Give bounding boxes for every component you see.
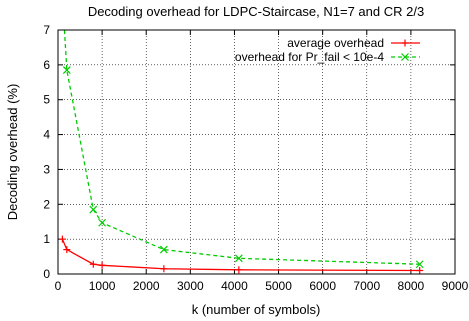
x-tick-label: 5000 (265, 279, 292, 293)
y-tick-label: 6 (43, 58, 50, 72)
x-tick-label: 1000 (89, 279, 116, 293)
legend-label-overhead-pr-fail: overhead for Pr_fail < 10e-4 (235, 50, 384, 64)
x-tick-label: 0 (55, 279, 62, 293)
plot-frame (57, 29, 456, 275)
data-point-1-4 (159, 245, 168, 254)
chart-title: Decoding overhead for LDPC-Staircase, N1… (88, 4, 424, 19)
legend-label-average-overhead: average overhead (287, 36, 384, 50)
x-tick-label: 2000 (133, 279, 160, 293)
data-point-1-2 (89, 205, 98, 214)
data-point-0-5 (235, 266, 243, 274)
y-tick-label: 7 (43, 23, 50, 37)
data-point-1-6 (415, 260, 424, 269)
series-line-0 (61, 238, 420, 272)
x-axis-label: k (number of symbols) (192, 302, 321, 317)
x-axis-ticks: 0 1000 2000 3000 4000 5000 6000 7000 8000 9000 (55, 30, 469, 293)
series-layer (58, 30, 424, 274)
data-point-1-3 (98, 218, 107, 227)
data-point-1-5 (234, 254, 243, 263)
y-tick-label: 1 (43, 232, 50, 246)
y-tick-label: 4 (43, 128, 50, 142)
data-point-0-3 (98, 261, 106, 269)
x-tick-label: 7000 (353, 279, 380, 293)
y-tick-label: 3 (43, 162, 50, 176)
x-tick-label: 9000 (442, 279, 469, 293)
x-tick-label: 3000 (177, 279, 204, 293)
data-point-0-2 (89, 260, 97, 268)
data-point-0-4 (160, 265, 168, 273)
x-tick-label: 6000 (309, 279, 336, 293)
y-tick-label: 0 (43, 267, 50, 281)
legend-sample-overhead-pr-fail (391, 53, 420, 61)
y-axis-label: Decoding overhead (%) (5, 84, 20, 221)
data-point-0-1 (63, 246, 71, 254)
grid-lines (58, 30, 455, 274)
legend: average overhead overhead for Pr_fail < … (235, 36, 420, 64)
y-tick-label: 2 (43, 197, 50, 211)
data-point-0-6 (416, 267, 424, 274)
x-tick-label: 4000 (221, 279, 248, 293)
x-tick-label: 8000 (398, 279, 425, 293)
legend-marker-0 (401, 39, 409, 47)
y-tick-label: 5 (43, 93, 50, 107)
legend-sample-average-overhead (391, 39, 420, 47)
data-point-0-0 (58, 235, 66, 243)
data-point-1-1 (62, 66, 71, 75)
legend-marker-1 (401, 53, 409, 61)
